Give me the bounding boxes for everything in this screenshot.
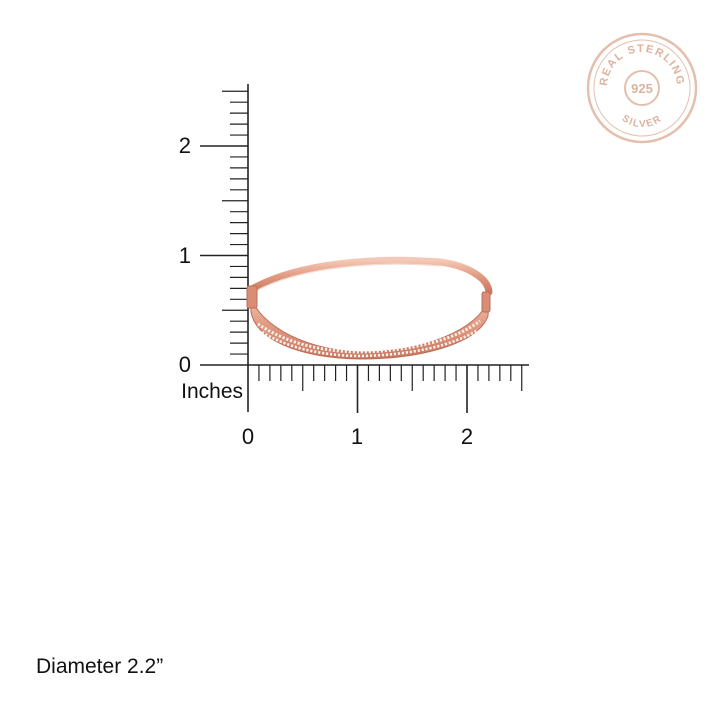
x-tick-label-0: 0 [242,424,254,449]
x-tick-label-2: 2 [461,424,473,449]
ruler [200,84,529,413]
unit-label: Inches [181,380,243,403]
sterling-silver-seal: REAL STERLING 925 SILVER [586,32,698,144]
horizontal-ruler-ticks [258,365,523,413]
vertical-ruler-ticks [200,90,248,355]
svg-text:SILVER: SILVER [620,113,664,130]
seal-center-text: 925 [631,81,653,96]
x-tick-label-1: 1 [351,424,363,449]
diameter-caption: Diameter 2.2” [36,655,164,678]
seal-bottom-text: SILVER [620,113,663,130]
rose-gold-bangle-image [246,256,493,360]
y-tick-label-0: 0 [179,352,191,377]
y-tick-label-1: 1 [179,243,191,268]
y-tick-label-2: 2 [179,133,191,158]
